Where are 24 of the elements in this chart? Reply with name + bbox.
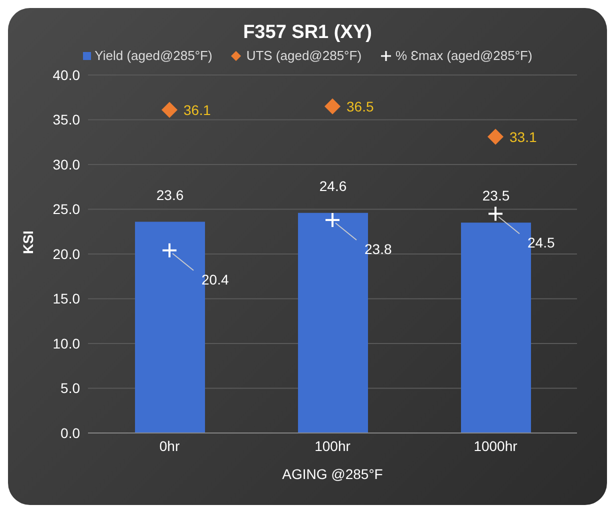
y-tick-label: 0.0	[60, 424, 80, 441]
legend-label: UTS (aged@285°F)	[246, 48, 362, 63]
chart-title: F357 SR1 (XY)	[242, 21, 373, 44]
x-tick-label: 1000hr	[474, 438, 518, 454]
data-label: 36.1	[184, 102, 211, 118]
y-tick-label: 10.0	[52, 335, 80, 352]
y-axis-title: KSI	[20, 230, 36, 254]
x-axis-title: AGING @285°F	[282, 466, 383, 482]
legend-label: % Ɛmax (aged@285°F)	[396, 48, 532, 63]
y-tick-label: 20.0	[52, 246, 80, 262]
x-tick-label: 100hr	[314, 438, 351, 454]
y-tick-label: 40.0	[52, 66, 80, 83]
legend-label: Yield (aged@285°F)	[94, 48, 212, 63]
data-label: 23.5	[482, 188, 510, 204]
y-tick-label: 5.0	[60, 380, 80, 396]
y-tick-label: 25.0	[52, 201, 80, 218]
data-label: 23.6	[156, 186, 184, 203]
y-tick-label: 30.0	[52, 156, 80, 172]
y-tick-label: 35.0	[52, 112, 80, 128]
data-label: 36.5	[346, 98, 374, 114]
data-label: 24.6	[319, 178, 347, 194]
x-tick-label: 0hr	[159, 438, 180, 454]
data-label: 33.1	[510, 128, 537, 145]
y-tick-label: 15.0	[52, 290, 80, 307]
